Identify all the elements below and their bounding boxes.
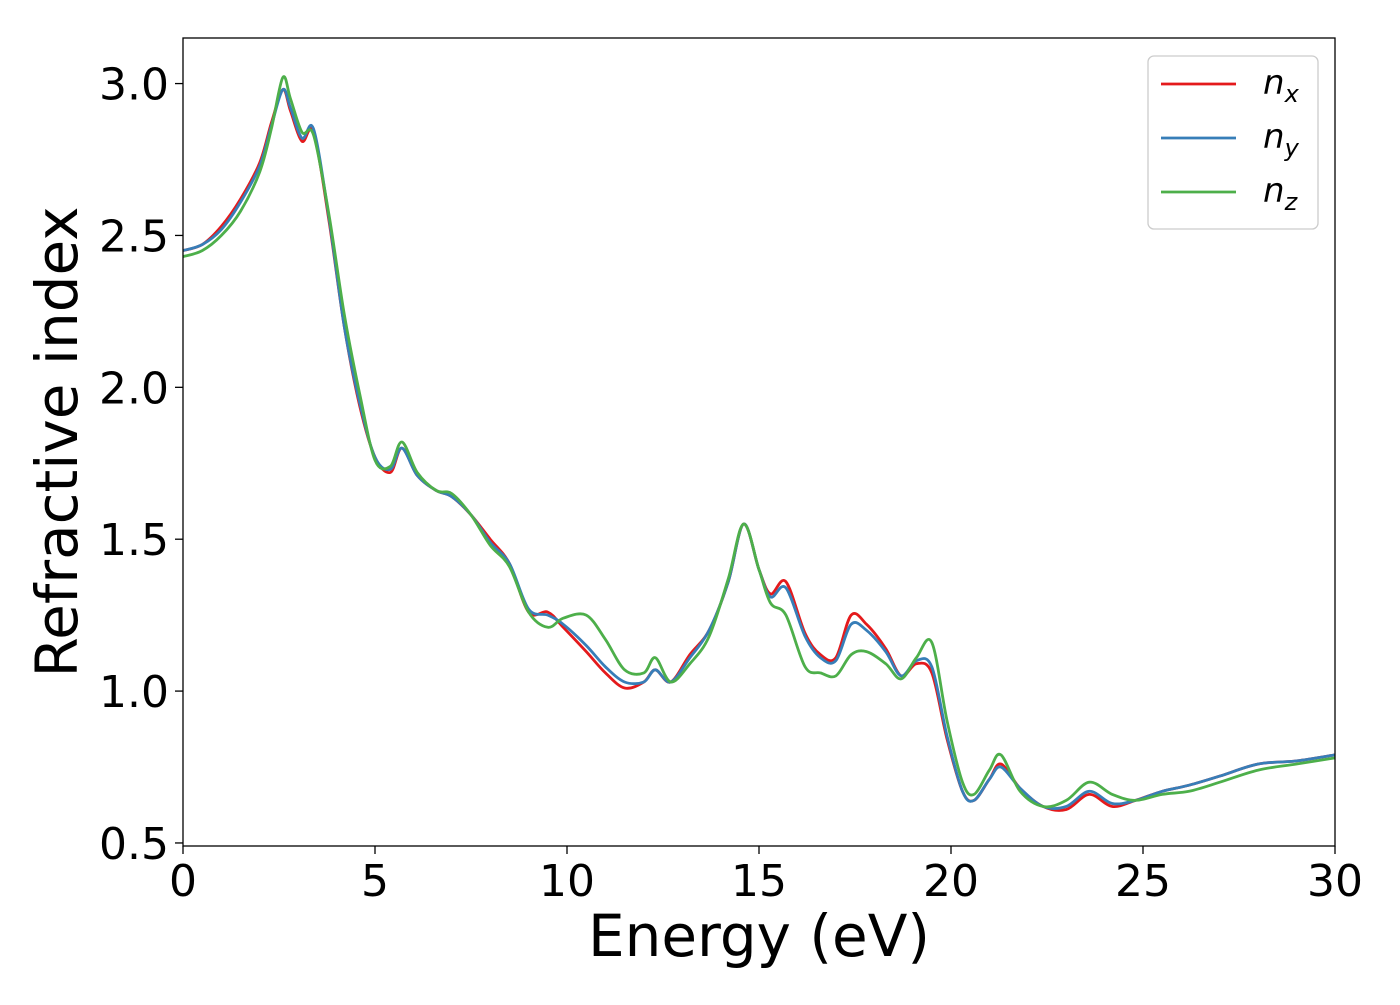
x-tick-label: 10 <box>539 856 595 907</box>
y-tick-label: 2.5 <box>99 211 169 262</box>
series-line-nz <box>182 75 1336 809</box>
legend-box <box>1147 55 1319 230</box>
y-tick-label: 0.5 <box>99 819 169 870</box>
y-axis: 0.5 1.0 1.5 2.0 2.5 3.0 <box>99 60 183 870</box>
x-tick-label: 20 <box>923 856 979 907</box>
x-tick-label: 30 <box>1307 856 1363 907</box>
y-tick-label: 3.0 <box>99 60 169 111</box>
y-axis-label: Refractive index <box>23 206 91 677</box>
x-axis-label: Energy (eV) <box>588 902 930 970</box>
y-tick-label: 1.5 <box>99 515 169 566</box>
x-tick-label: 25 <box>1115 856 1171 907</box>
x-tick-label: 5 <box>361 856 389 907</box>
x-tick-label: 0 <box>169 856 197 907</box>
y-tick-label: 2.0 <box>99 363 169 414</box>
y-tick-label: 1.0 <box>99 667 169 718</box>
series-layer <box>182 75 1336 812</box>
x-tick-label: 15 <box>731 856 787 907</box>
x-axis: 0 5 10 15 20 25 30 <box>169 846 1363 907</box>
